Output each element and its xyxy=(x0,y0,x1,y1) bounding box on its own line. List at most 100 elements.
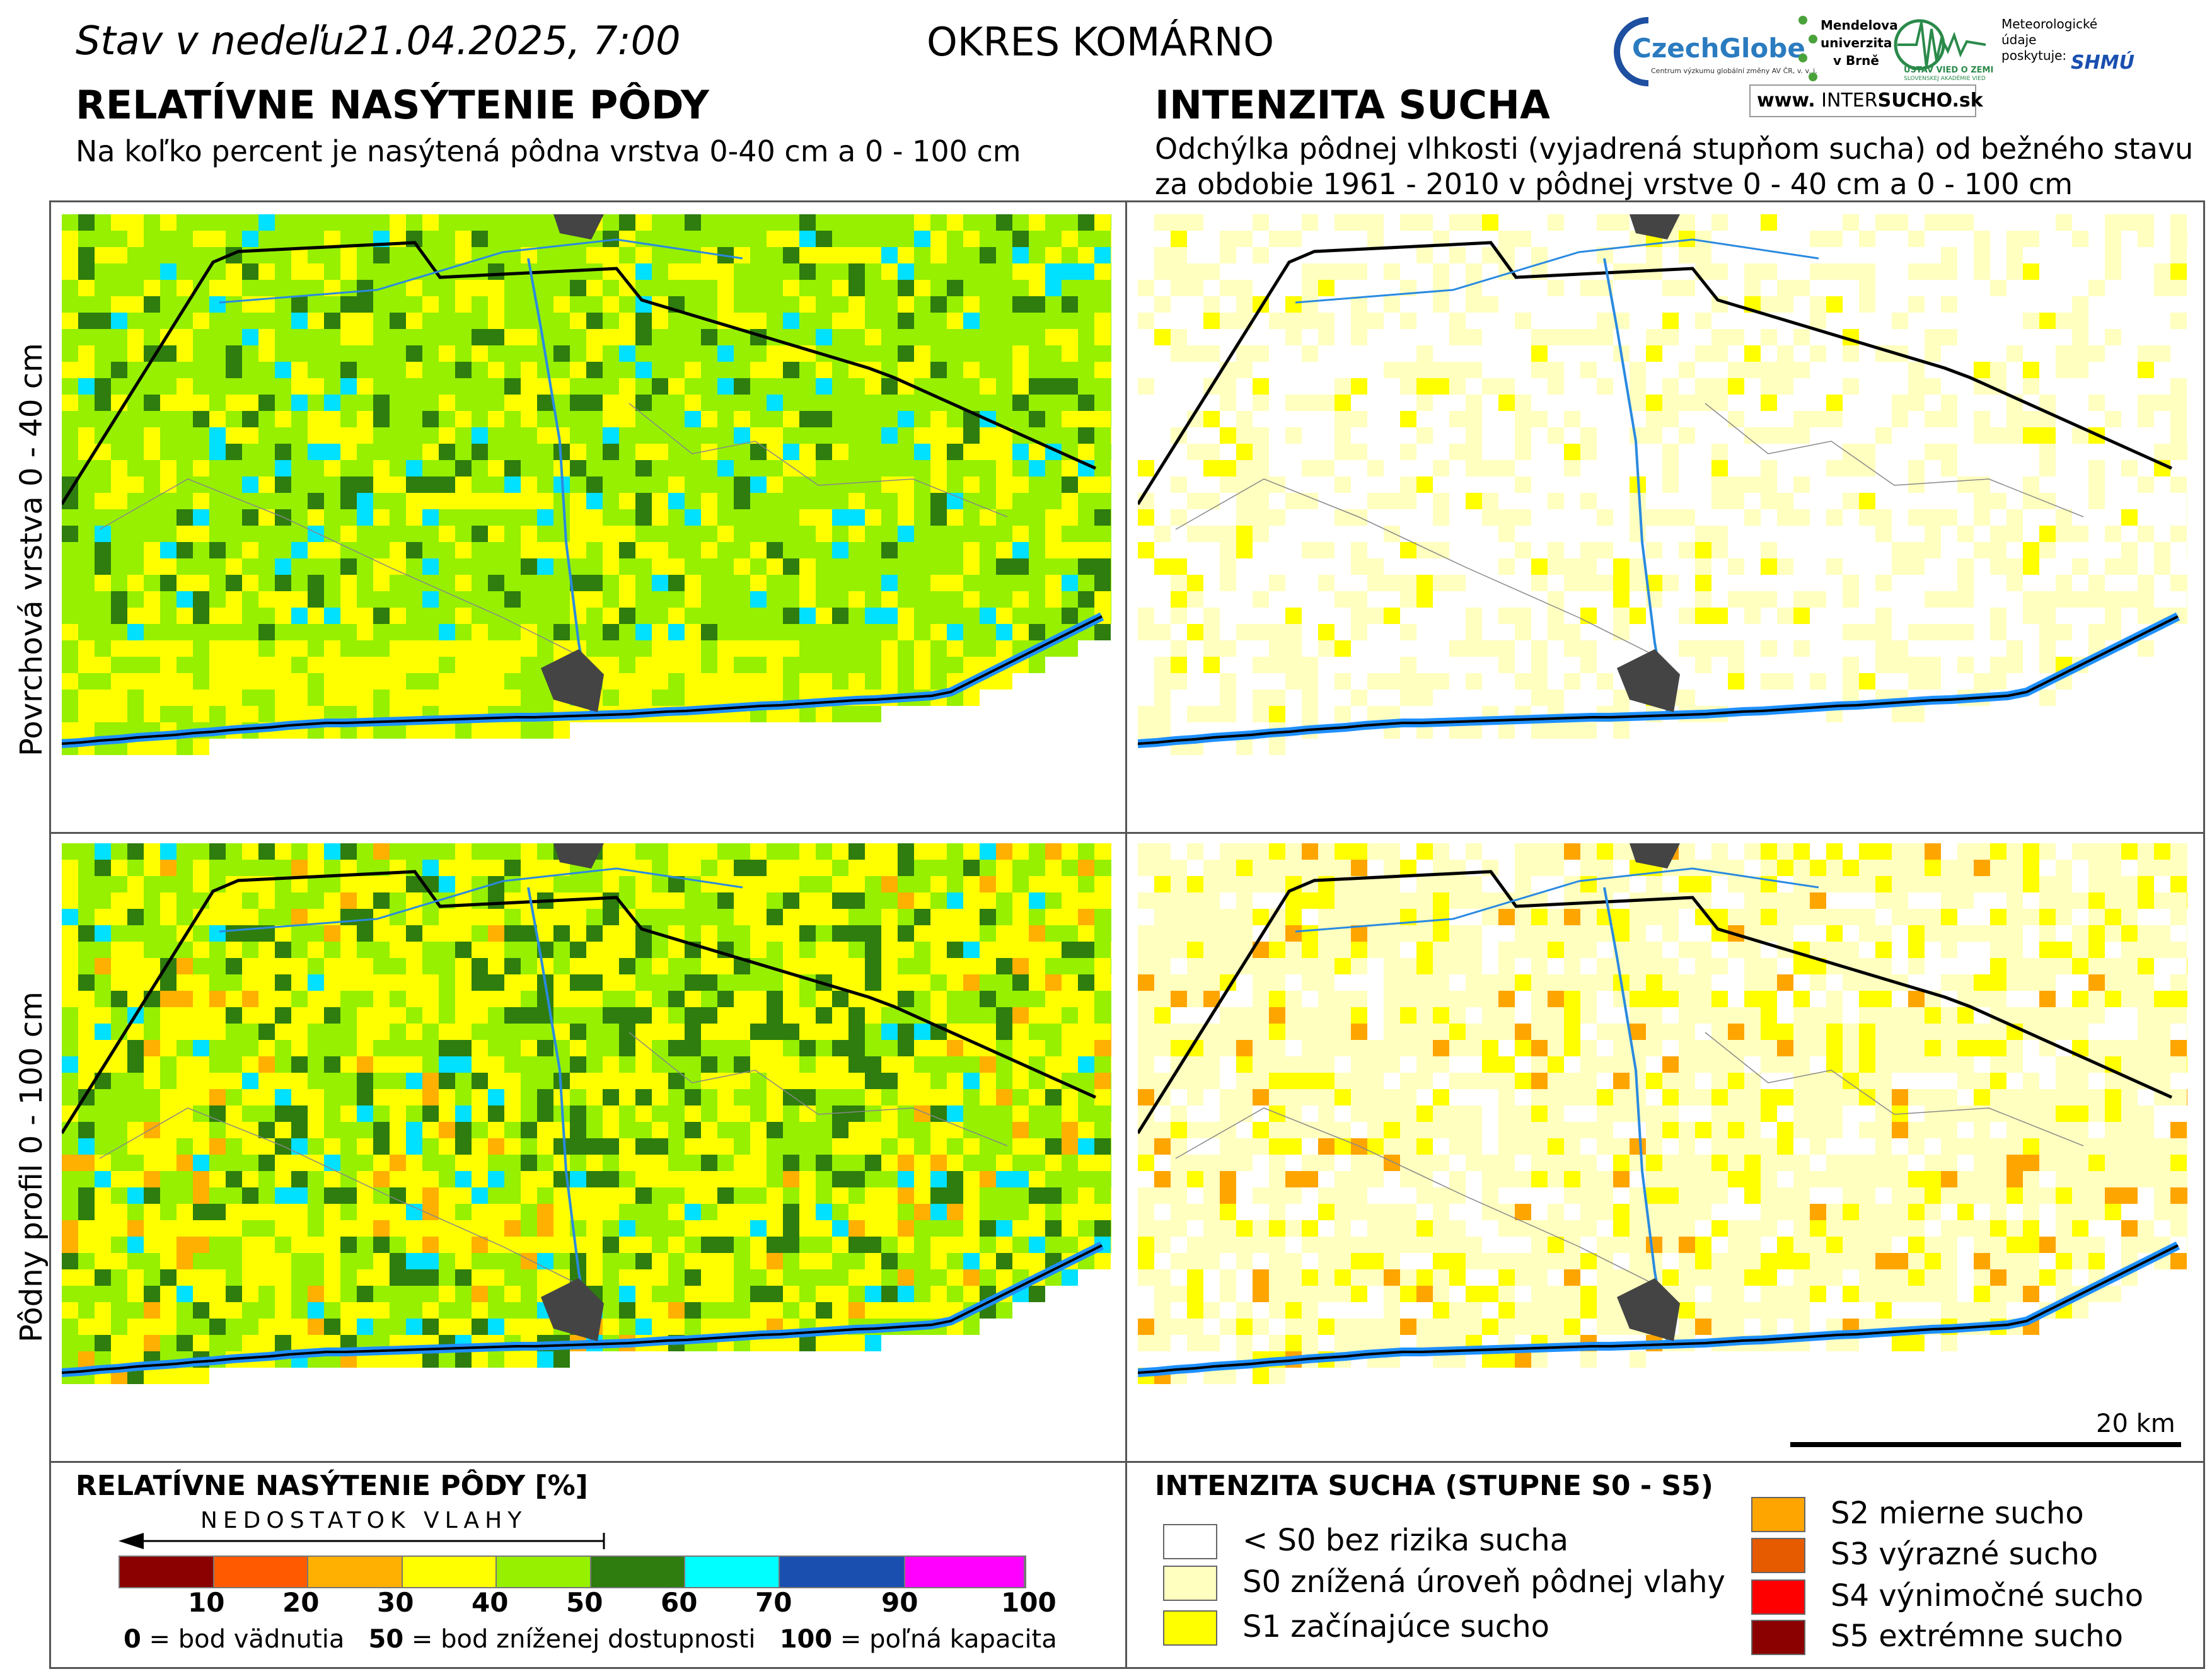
ustav-logo: ÚSTAV VIED O ZEMI SLOVENSKEJ AKADÉMIE VI… xyxy=(1891,16,1994,86)
meteo-logo: Meteorologické údaje poskytuje: SHMÚ xyxy=(2001,16,2134,86)
colorbar-segment xyxy=(685,1557,780,1587)
mendel-dots-icon xyxy=(1798,16,1817,81)
town-north xyxy=(1630,843,1680,869)
shmu-name: SHMÚ xyxy=(2071,52,2134,74)
row-label-bottom: Pôdny profil 0 - 100 cm xyxy=(14,991,49,1342)
colorbar-segment xyxy=(591,1557,686,1587)
map-drought-topsoil xyxy=(1138,214,2187,823)
mendel-line2: univerzita xyxy=(1821,35,1892,50)
mendel-line1: Mendelova xyxy=(1821,18,1898,33)
saturation-colorbar xyxy=(119,1556,1026,1588)
channel xyxy=(1295,238,1819,304)
drought-legend-swatch xyxy=(1751,1620,1805,1655)
channel xyxy=(1295,867,1819,933)
colorbar-tick-label: 10 xyxy=(188,1587,225,1618)
komarno-town xyxy=(541,649,604,712)
scale-bar xyxy=(1790,1442,2181,1447)
drought-legend-label: S0 znížená úroveň pôdnej vlahy xyxy=(1242,1564,1725,1600)
map-saturation-topsoil xyxy=(62,214,1111,823)
colorbar-tick-label: 30 xyxy=(377,1587,414,1618)
czechglobe-logo: CzechGlobe Centrum výzkumu globální změn… xyxy=(1611,13,1817,88)
drought-legend-label: S4 výnimočné sucho xyxy=(1831,1578,2144,1613)
colorbar-segment xyxy=(497,1557,591,1587)
map-drought-profile xyxy=(1138,843,2187,1452)
colorbar-tick-label: 50 xyxy=(566,1587,603,1618)
colorbar-segment xyxy=(120,1557,214,1587)
meteo-line1: Meteorologické xyxy=(2001,16,2098,32)
municipal-border xyxy=(1705,403,2084,517)
district-border-north xyxy=(62,241,1097,505)
district-title: OKRES KOMÁRNO xyxy=(927,19,1275,65)
saturation-legend-title: RELATÍVNE NASÝTENIE PÔDY [%] xyxy=(76,1470,588,1502)
municipal-border xyxy=(628,1032,1008,1146)
note-0-text: = bod vädnutia xyxy=(141,1625,345,1654)
meteo-line3: poskytuje: xyxy=(2001,48,2067,63)
ustav-subtitle: SLOVENSKEJ AKADÉMIE VIED xyxy=(1904,76,1986,82)
drought-legend-label: S1 začínajúce sucho xyxy=(1242,1609,1549,1644)
row-label-top: Povrchová vrstva 0 - 40 cm xyxy=(14,343,49,756)
intersucho-logo: www. INTERSUCHO.sk xyxy=(1749,84,1983,117)
intersucho-prefix: www. xyxy=(1757,89,1815,112)
komarno-town xyxy=(1617,1278,1680,1341)
mendel-line3: v Brně xyxy=(1833,53,1879,68)
komarno-town xyxy=(541,1278,604,1341)
intersucho-c: .sk xyxy=(1952,89,1983,112)
drought-legend-swatch xyxy=(1751,1497,1805,1532)
drought-legend-label: S2 mierne sucho xyxy=(1831,1496,2084,1531)
grid-divider-legend xyxy=(49,1461,2205,1463)
grid-divider-horizontal xyxy=(49,832,2205,834)
colorbar-tick-label: 100 xyxy=(1001,1587,1057,1618)
ustav-name: ÚSTAV VIED O ZEMI xyxy=(1904,66,1994,75)
drought-legend-title: INTENZITA SUCHA (STUPNE S0 - S5) xyxy=(1155,1470,1713,1502)
drought-legend-swatch xyxy=(1163,1610,1217,1646)
note-100-value: 100 xyxy=(779,1625,833,1654)
state-border xyxy=(1138,1244,2179,1374)
colorbar-tick-label: 60 xyxy=(661,1587,698,1618)
district-border-north xyxy=(1138,870,2173,1134)
right-panel-subtitle-2: za obdobie 1961 - 2010 v pôdnej vrstve 0… xyxy=(1155,167,2073,201)
map-saturation-profile xyxy=(62,843,1111,1452)
town-north xyxy=(553,843,604,869)
channel xyxy=(219,238,743,304)
drought-legend-swatch xyxy=(1751,1538,1805,1573)
left-panel-subtitle: Na koľko percent je nasýtená pôdna vrstv… xyxy=(76,134,1021,168)
state-border xyxy=(1138,615,2179,745)
right-panel-subtitle-1: Odchýlka pôdnej vlhkosti (vyjadrená stup… xyxy=(1155,132,2194,166)
drought-legend-label: S5 extrémne sucho xyxy=(1831,1619,2123,1654)
komarno-town xyxy=(1617,649,1680,712)
municipal-border xyxy=(99,478,579,656)
town-north xyxy=(1630,214,1680,240)
municipal-border xyxy=(1175,478,1655,656)
note-50-text: = bod zníženej dostupnosti xyxy=(403,1625,756,1654)
district-border-north xyxy=(62,870,1097,1134)
drought-legend-swatch xyxy=(1163,1566,1217,1601)
map-grid-frame xyxy=(49,200,2205,1669)
state-border xyxy=(62,1244,1103,1374)
drought-legend-label: < S0 bez rizika sucha xyxy=(1242,1523,1569,1558)
municipal-border xyxy=(628,403,1008,517)
town-north xyxy=(553,214,604,240)
saturation-legend-note: 0 = bod vädnutia 50 = bod zníženej dostu… xyxy=(124,1625,1057,1654)
colorbar-tick-label: 40 xyxy=(472,1587,509,1618)
municipal-border xyxy=(99,1107,579,1285)
municipal-border xyxy=(1175,1107,1655,1285)
colorbar-segment xyxy=(214,1557,309,1587)
czechglobe-name: CzechGlobe xyxy=(1632,33,1805,64)
meteo-line2: údaje xyxy=(2001,32,2037,47)
drought-legend-swatch xyxy=(1163,1524,1217,1559)
colorbar-segment xyxy=(308,1557,403,1587)
drought-legend-label: S3 výrazné sucho xyxy=(1831,1537,2099,1572)
colorbar-tick-label: 70 xyxy=(755,1587,792,1618)
state-border xyxy=(62,615,1103,745)
mendel-logo: Mendelova univerzita v Brně xyxy=(1795,14,1898,89)
note-100-text: = poľná kapacita xyxy=(832,1625,1057,1654)
shortage-arrow-icon xyxy=(119,1533,605,1549)
colorbar-tick-label: 20 xyxy=(282,1587,320,1618)
colorbar-segment xyxy=(905,1557,1025,1587)
czechglobe-subtitle: Centrum výzkumu globální změny AV ČR, v.… xyxy=(1651,67,1817,75)
colorbar-segment xyxy=(402,1557,497,1587)
arrow-label: NEDOSTATOK VLAHY xyxy=(200,1508,528,1533)
scale-bar-label: 20 km xyxy=(2096,1409,2175,1438)
note-0-value: 0 xyxy=(124,1625,141,1654)
left-panel-title: RELATÍVNE NASÝTENIE PÔDY xyxy=(76,82,709,128)
